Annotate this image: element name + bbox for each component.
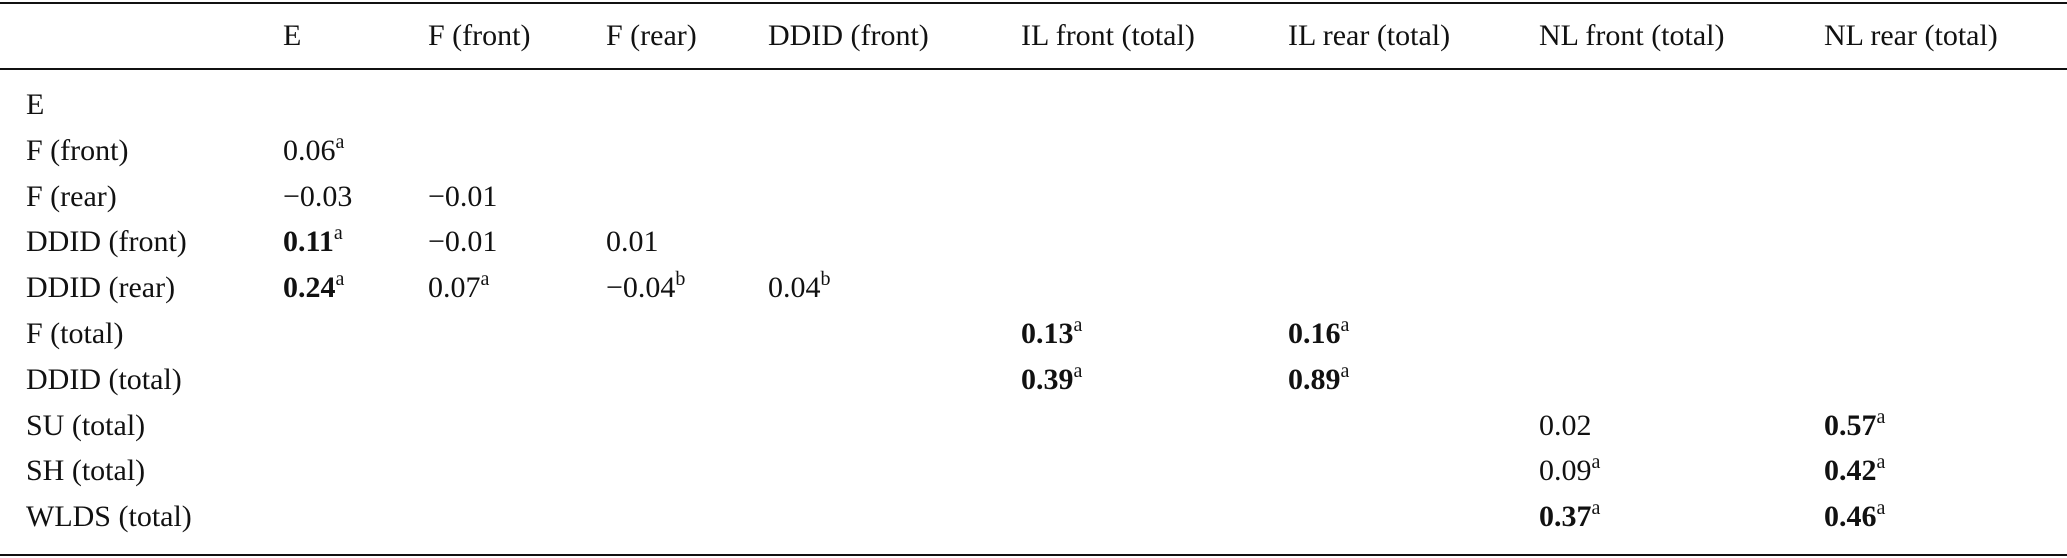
cell-value: −0.04 [606,271,676,305]
cell-value: 0.07 [428,271,481,305]
cell-superscript: a [1591,497,1601,520]
cell-value: 0.13 [1021,317,1074,350]
cell: 0.04b [768,269,831,305]
cell-value: 0.39 [1021,362,1074,396]
cell-value: 0.02 [1539,408,1592,442]
cell-value: 0.04 [768,271,821,305]
cell-superscript: a [335,130,345,153]
cell-value: −0.01 [428,225,498,259]
header-rule [0,68,2067,70]
cell: 0.01 [606,227,659,257]
cell: 0.07a [428,269,489,305]
cell: 0.06a [283,132,344,167]
column-header: NL rear (total) [1824,19,1998,52]
cell-superscript: a [1876,405,1886,428]
column-header: E [283,19,302,52]
cell-value: 0.46 [1824,500,1877,534]
cell-superscript: a [1340,314,1350,336]
cell-superscript: a [335,268,345,291]
cell-superscript: a [1340,359,1350,382]
cell-value: 0.57 [1824,408,1877,442]
cell-value: −0.03 [283,179,353,213]
row-label: DDID (front) [26,225,187,259]
cell-value: 0.37 [1539,500,1592,534]
cell-superscript: a [1876,451,1886,474]
cell-value: 0.11 [283,225,334,259]
cell: 0.11a [283,223,343,259]
cell: 0.39a [1021,361,1082,396]
cell: 0.46a [1824,498,1885,534]
cell-value: 0.89 [1288,362,1341,396]
cell-value: −0.01 [428,179,498,213]
cell-superscript: a [1073,359,1083,382]
cell-value: 0.24 [283,271,336,305]
cell: −0.04b [606,269,685,305]
cell-value: 0.42 [1824,454,1877,488]
cell: −0.03 [283,179,353,213]
row-label: F (total) [26,317,124,350]
row-label: SH (total) [26,454,146,488]
column-header: DDID (front) [768,19,929,52]
cell-superscript: b [820,268,831,291]
cell: 0.09a [1539,452,1600,488]
row-label: SU (total) [26,408,146,442]
cell-superscript: a [333,222,343,245]
cell-superscript: a [1591,451,1601,474]
cell-value: 0.01 [606,225,659,259]
cell-value: 0.06 [283,133,336,167]
cell: 0.57a [1824,407,1885,442]
cell: 0.02 [1539,408,1592,442]
cell: 0.89a [1288,361,1349,396]
row-label: DDID (rear) [26,271,176,305]
cell-superscript: a [480,268,490,291]
cell-value: 0.09 [1539,454,1592,488]
row-label: F (rear) [26,179,117,213]
column-header: NL front (total) [1539,19,1725,52]
column-header: F (rear) [606,19,697,52]
cell: 0.16a [1288,315,1349,350]
cell: −0.01 [428,227,497,257]
cell: 0.13a [1021,315,1082,350]
cell-superscript: a [1876,497,1886,520]
column-header: IL rear (total) [1288,19,1451,52]
row-label: F (front) [26,133,129,167]
column-header: IL front (total) [1021,19,1195,52]
top-rule [0,2,2067,4]
cell: −0.01 [428,179,498,213]
row-label: E [26,88,45,121]
cell-superscript: a [1073,314,1083,336]
cell-superscript: b [675,268,686,291]
cell: 0.37a [1539,498,1600,534]
row-label: DDID (total) [26,362,182,396]
cell-value: 0.16 [1288,317,1341,350]
cell: 0.42a [1824,452,1885,488]
column-header: F (front) [428,19,531,52]
row-label: WLDS (total) [26,500,192,534]
bottom-rule [0,554,2067,556]
cell: 0.24a [283,269,344,305]
